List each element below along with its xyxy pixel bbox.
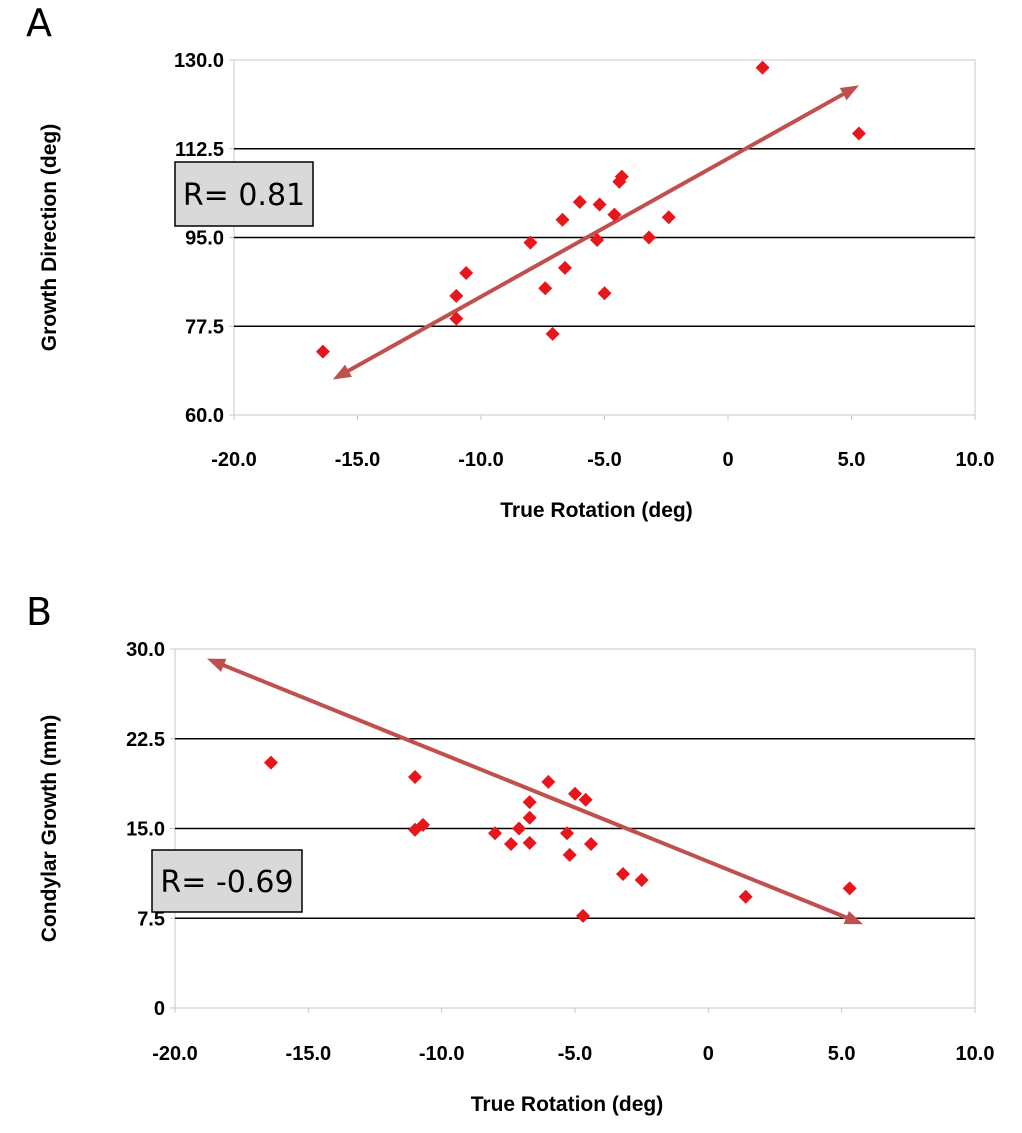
- data-point: [416, 817, 430, 832]
- trend-arrowhead-end: [843, 910, 863, 925]
- data-point: [661, 210, 676, 225]
- data-point: [315, 344, 330, 359]
- y-tick-label: 30.0: [126, 639, 165, 661]
- trend-line: [344, 90, 848, 375]
- data-point: [557, 260, 572, 275]
- y-tick-label: 15.0: [126, 819, 165, 841]
- x-tick-label: -15.0: [335, 449, 381, 471]
- data-point: [616, 866, 630, 881]
- data-point: [607, 207, 622, 222]
- data-point: [560, 826, 574, 841]
- data-point: [512, 821, 526, 836]
- data-point: [614, 169, 629, 184]
- panel-letter: B: [26, 590, 52, 634]
- data-point: [459, 266, 474, 280]
- data-point: [449, 288, 464, 303]
- data-point: [576, 908, 590, 923]
- x-axis-title: True Rotation (deg): [471, 1093, 664, 1116]
- y-tick-label: 7.5: [137, 908, 165, 930]
- x-tick-label: -5.0: [558, 1043, 592, 1065]
- x-tick-label: 0: [722, 449, 733, 471]
- data-point: [634, 872, 649, 887]
- x-tick-label: -5.0: [587, 449, 621, 471]
- data-point: [264, 755, 278, 770]
- x-tick-label: 5.0: [828, 1043, 856, 1065]
- y-axis-title: Growth Direction (deg): [38, 124, 61, 352]
- data-point: [641, 230, 656, 245]
- data-point: [408, 770, 422, 785]
- data-point: [538, 281, 553, 296]
- correlation-label: R= -0.69: [160, 865, 293, 900]
- data-point: [592, 197, 607, 212]
- x-tick-label: -10.0: [458, 449, 504, 471]
- data-point: [568, 786, 582, 801]
- x-axis-title: True Rotation (deg): [500, 499, 693, 522]
- data-point: [590, 233, 605, 248]
- data-point: [555, 212, 570, 227]
- y-tick-label: 22.5: [126, 729, 165, 751]
- trend-line: [219, 661, 851, 921]
- correlation-box: [174, 161, 314, 227]
- y-tick-label: 60.0: [185, 405, 224, 427]
- data-point: [842, 881, 857, 896]
- data-point: [572, 195, 587, 209]
- data-point: [504, 837, 518, 852]
- x-tick-label: -20.0: [152, 1043, 198, 1065]
- data-point: [755, 60, 770, 75]
- x-tick-label: -20.0: [211, 449, 257, 471]
- y-tick-label: 112.5: [175, 139, 224, 161]
- y-axis-title: Condylar Growth (mm): [38, 715, 61, 943]
- data-point: [522, 835, 537, 850]
- correlation-label: R= 0.81: [183, 178, 305, 213]
- data-point: [597, 286, 612, 301]
- correlation-box: [151, 849, 303, 913]
- data-point: [562, 847, 577, 862]
- chart-panel-b: B 0 7.5 15.0 22.5 30.0 -20.0 -15.0 -10.0 -5.0 0 5.0…: [26, 590, 994, 1116]
- trend-arrowhead-end: [839, 85, 859, 101]
- y-tick-label: 0: [154, 998, 165, 1020]
- trend-arrowhead-start: [207, 658, 227, 672]
- y-tick-label: 95.0: [185, 228, 224, 250]
- data-point: [541, 774, 556, 789]
- panel-letter: A: [26, 1, 52, 45]
- data-point: [522, 810, 537, 825]
- trend-arrowhead-start: [332, 364, 352, 380]
- data-point: [738, 889, 753, 904]
- x-tick-label: 10.0: [956, 1043, 995, 1065]
- data-point: [523, 235, 538, 250]
- x-tick-label: 10.0: [956, 449, 995, 471]
- y-tick-label: 77.5: [185, 316, 224, 338]
- data-point: [545, 326, 560, 341]
- data-point: [578, 792, 593, 807]
- y-tick-label: 130.0: [174, 50, 224, 72]
- data-point: [488, 826, 502, 841]
- data-point: [449, 311, 464, 326]
- x-tick-label: 0: [703, 1043, 714, 1065]
- chart-panel-a: A 60.0 77.5 95.0 112.5 130.0 -20.0 -15.0 -10.0 -5…: [26, 1, 994, 522]
- data-point: [851, 126, 866, 141]
- data-point: [584, 837, 598, 852]
- data-point: [522, 795, 537, 810]
- x-tick-label: -15.0: [286, 1043, 332, 1065]
- x-tick-label: 5.0: [838, 449, 866, 471]
- x-tick-label: -10.0: [419, 1043, 465, 1065]
